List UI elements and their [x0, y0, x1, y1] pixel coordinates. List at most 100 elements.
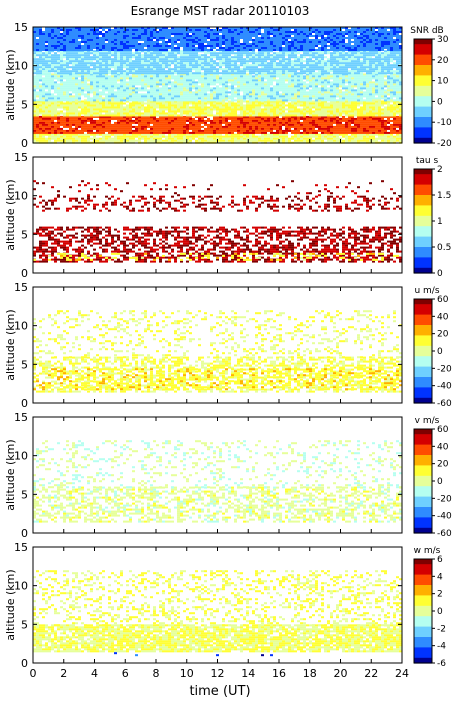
heatmap-cell [81, 83, 84, 86]
heatmap-cell [111, 102, 114, 105]
heatmap-cell [180, 87, 183, 90]
heatmap-cell [336, 95, 339, 98]
heatmap-cell [354, 112, 357, 115]
heatmap-cell [306, 83, 309, 86]
heatmap-cell [75, 99, 78, 102]
heatmap-cell [330, 127, 333, 130]
heatmap-cell [285, 133, 288, 136]
heatmap-cell [234, 110, 237, 113]
heatmap-cell [351, 75, 354, 78]
heatmap-cell [45, 52, 48, 55]
heatmap-cell [39, 112, 42, 115]
heatmap-cell [198, 62, 201, 65]
heatmap-cell [48, 104, 51, 107]
heatmap-cell [222, 112, 225, 115]
heatmap-cell [177, 133, 180, 136]
heatmap-cell [99, 97, 102, 100]
heatmap-cell [261, 135, 264, 138]
heatmap-cell [117, 121, 120, 124]
heatmap-cell [354, 131, 357, 134]
heatmap-cell [126, 106, 129, 109]
heatmap-cell [72, 79, 75, 82]
heatmap-cell [132, 85, 135, 88]
heatmap-cell [399, 99, 402, 102]
heatmap-cell [393, 106, 396, 109]
heatmap-cell [153, 83, 156, 86]
heatmap-cell [279, 104, 282, 107]
heatmap-cell [354, 119, 357, 122]
heatmap-cell [198, 117, 201, 120]
heatmap-cell [237, 60, 240, 63]
heatmap-cell [366, 73, 369, 76]
heatmap-cell [186, 52, 189, 55]
heatmap-cell [162, 121, 165, 124]
heatmap-cell [240, 97, 243, 100]
heatmap-cell [150, 58, 153, 61]
heatmap-cell [72, 119, 75, 122]
heatmap-cell [273, 97, 276, 100]
heatmap-cell [123, 125, 126, 128]
heatmap-cell [240, 50, 243, 53]
heatmap-cell [192, 123, 195, 126]
heatmap-cell [87, 100, 90, 103]
heatmap-cell [147, 123, 150, 126]
heatmap-cell [390, 110, 393, 113]
heatmap-cell [51, 117, 54, 120]
heatmap-cell [366, 104, 369, 107]
heatmap-cell [390, 56, 393, 59]
heatmap-cell [162, 87, 165, 90]
heatmap-cell [318, 62, 321, 65]
heatmap-cell [45, 97, 48, 100]
heatmap-cell [363, 112, 366, 115]
heatmap-cell [138, 112, 141, 115]
heatmap-cell [396, 50, 399, 53]
heatmap-cell [48, 54, 51, 57]
heatmap-cell [42, 129, 45, 132]
heatmap-cell [144, 85, 147, 88]
heatmap-cell [312, 50, 315, 53]
heatmap-cell [138, 56, 141, 59]
heatmap-cell [252, 83, 255, 86]
heatmap-cell [159, 87, 162, 90]
heatmap-cell [153, 115, 156, 118]
heatmap-cell [294, 91, 297, 94]
heatmap-cell [180, 129, 183, 132]
heatmap-cell [75, 58, 78, 61]
heatmap-cell [381, 137, 384, 140]
heatmap-cell [66, 95, 69, 98]
heatmap-cell [345, 73, 348, 76]
heatmap-cell [189, 54, 192, 57]
heatmap-cell [363, 123, 366, 126]
heatmap-cell [261, 129, 264, 132]
heatmap-cell [336, 83, 339, 86]
heatmap-cell [171, 87, 174, 90]
heatmap-cell [330, 95, 333, 98]
heatmap-cell [36, 112, 39, 115]
heatmap-cell [366, 77, 369, 80]
heatmap-cell [252, 54, 255, 57]
heatmap-cell [276, 121, 279, 124]
heatmap-cell [210, 79, 213, 82]
heatmap-cell [183, 129, 186, 132]
heatmap-cell [333, 91, 336, 94]
heatmap-cell [138, 87, 141, 90]
heatmap-cell [303, 97, 306, 100]
heatmap-cell [237, 79, 240, 82]
heatmap-cell [186, 50, 189, 53]
heatmap-cell [252, 117, 255, 120]
heatmap-cell [372, 54, 375, 57]
heatmap-cell [288, 81, 291, 84]
heatmap-cell [81, 131, 84, 134]
heatmap-cell [87, 99, 90, 102]
heatmap-cell [171, 62, 174, 65]
heatmap-cell [57, 106, 60, 109]
heatmap-cell [288, 106, 291, 109]
heatmap-cell [285, 131, 288, 134]
heatmap-cell [60, 102, 63, 105]
heatmap-cell [117, 87, 120, 90]
heatmap-cell [342, 87, 345, 90]
heatmap-cell [141, 117, 144, 120]
heatmap-cell [102, 129, 105, 132]
heatmap-cell [363, 83, 366, 86]
heatmap-cell [186, 79, 189, 82]
